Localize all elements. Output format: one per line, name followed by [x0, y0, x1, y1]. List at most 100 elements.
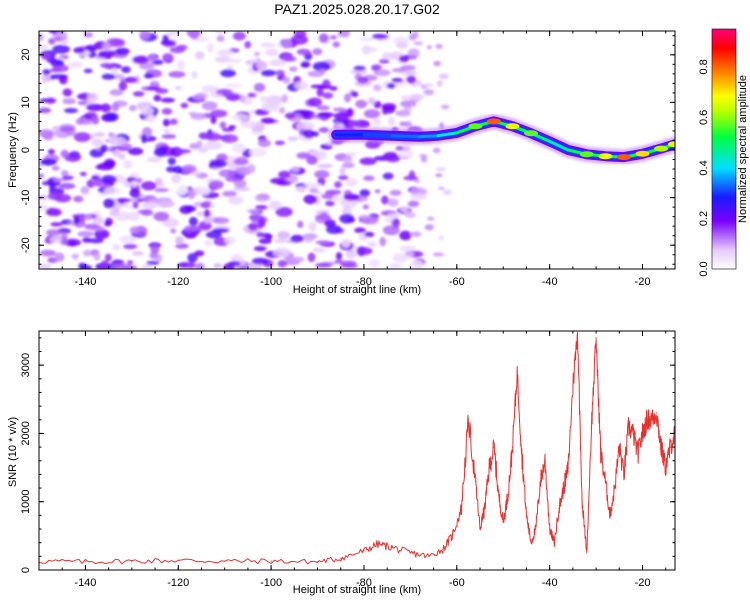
- noise-cell: [161, 108, 173, 115]
- noise-cell: [139, 31, 151, 40]
- snr-point: [618, 446, 620, 448]
- snr-point: [646, 419, 648, 421]
- noise-cell: [42, 69, 51, 76]
- noise-cell: [39, 173, 45, 179]
- noise-cell: [367, 241, 378, 247]
- snr-point: [563, 487, 565, 489]
- noise-cell: [249, 147, 267, 157]
- noise-cell: [83, 249, 92, 257]
- noise-cell: [438, 186, 445, 190]
- noise-cell: [155, 88, 169, 94]
- noise-cell: [363, 175, 375, 181]
- snr-x-tick-label: -40: [542, 577, 558, 589]
- noise-cell: [126, 211, 140, 222]
- noise-cell: [80, 186, 90, 195]
- spectrogram-x-tick-label: -100: [260, 276, 282, 288]
- noise-cell: [402, 145, 411, 152]
- noise-cell: [190, 171, 202, 176]
- noise-cell: [371, 33, 389, 40]
- noise-cell: [353, 65, 366, 71]
- noise-cell: [49, 181, 55, 191]
- noise-cell: [373, 69, 391, 77]
- noise-cell: [123, 243, 138, 250]
- noise-cell: [253, 82, 266, 92]
- noise-cell: [174, 85, 182, 91]
- noise-cell: [432, 252, 445, 257]
- snr-point: [474, 480, 476, 482]
- noise-cell: [433, 60, 442, 67]
- noise-cell: [59, 126, 75, 132]
- noise-cell: [273, 238, 286, 244]
- snr-point: [498, 494, 500, 496]
- noise-cell: [109, 209, 119, 217]
- noise-cell: [160, 97, 175, 103]
- snr-point: [665, 467, 667, 469]
- trace-peak: [668, 141, 675, 148]
- noise-cell: [404, 212, 417, 218]
- noise-cell: [96, 162, 115, 171]
- noise-cell: [210, 115, 217, 125]
- noise-cell: [296, 121, 315, 131]
- noise-cell: [335, 252, 343, 261]
- noise-cell: [141, 264, 154, 269]
- colorbar-tick-label: 0.6: [698, 110, 710, 125]
- noise-cell: [338, 175, 349, 181]
- noise-cell: [207, 42, 214, 53]
- noise-cell: [129, 226, 140, 234]
- snr-point: [590, 426, 593, 428]
- snr-point: [609, 514, 611, 517]
- noise-cell: [103, 198, 115, 209]
- noise-cell: [340, 198, 358, 208]
- noise-cell: [260, 95, 269, 103]
- snr-point: [467, 419, 469, 421]
- noise-cell: [227, 58, 242, 63]
- noise-cell: [49, 235, 62, 244]
- noise-cell: [45, 97, 56, 104]
- noise-cell: [39, 44, 48, 50]
- snr-point: [521, 453, 523, 455]
- noise-cell: [161, 134, 177, 139]
- noise-cell: [39, 203, 48, 212]
- noise-cell: [86, 179, 96, 188]
- noise-cell: [62, 175, 74, 181]
- noise-cell: [340, 263, 358, 268]
- noise-cell: [312, 48, 323, 56]
- noise-cell: [218, 169, 236, 178]
- noise-cell: [339, 213, 355, 224]
- noise-cell: [440, 104, 450, 110]
- snr-point: [493, 446, 495, 448]
- noise-cell: [435, 173, 443, 177]
- noise-cell: [187, 261, 196, 269]
- noise-cell: [392, 218, 400, 228]
- snr-point: [655, 412, 658, 414]
- noise-cell: [115, 47, 130, 56]
- snr-x-label: Height of straight line (km): [293, 584, 421, 596]
- noise-cell: [53, 64, 69, 72]
- noise-cell: [181, 164, 197, 174]
- snr-point: [641, 432, 644, 434]
- noise-cell: [282, 76, 291, 84]
- noise-cell: [213, 263, 222, 268]
- noise-cell: [278, 170, 291, 179]
- snr-point: [628, 426, 630, 428]
- noise-cell: [220, 134, 239, 144]
- noise-cell: [146, 260, 160, 265]
- noise-cell: [91, 115, 100, 125]
- noise-cell: [423, 89, 435, 96]
- noise-cell: [325, 189, 342, 195]
- colorbar-tick-label: 0.8: [698, 59, 710, 74]
- noise-cell: [95, 57, 106, 62]
- noise-cell: [129, 188, 141, 198]
- noise-cell: [363, 109, 381, 119]
- noise-cell: [66, 130, 77, 136]
- noise-cell: [168, 71, 186, 78]
- noise-cell: [333, 112, 350, 120]
- snr-point: [270, 560, 272, 562]
- noise-cell: [100, 144, 108, 153]
- noise-cell: [329, 35, 338, 40]
- noise-cell: [319, 68, 327, 73]
- noise-cell: [228, 261, 241, 266]
- spectrogram-x-tick-label: -120: [167, 276, 189, 288]
- noise-cell: [318, 127, 330, 133]
- snr-frame: [38, 330, 676, 571]
